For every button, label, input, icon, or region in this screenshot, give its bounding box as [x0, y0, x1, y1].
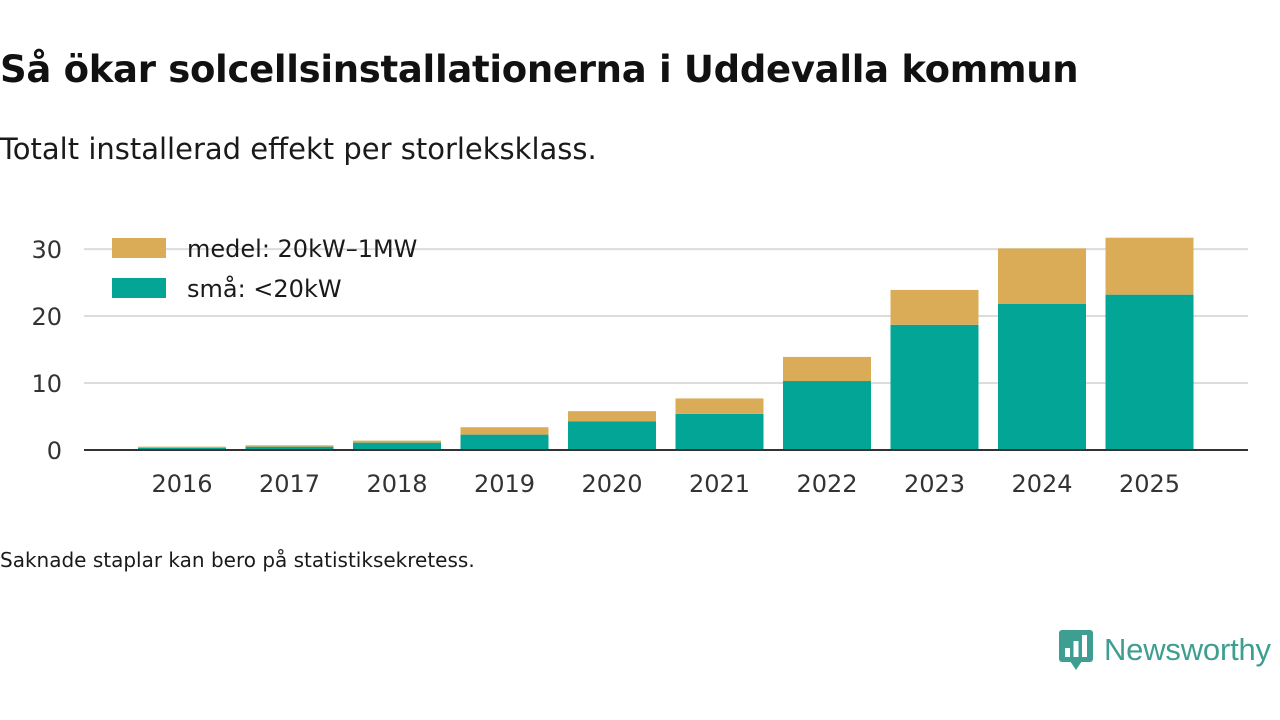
- bar-medel-2022: [783, 356, 871, 382]
- newsworthy-logo-icon: [1059, 630, 1093, 670]
- bar-chart: 0 10 20 30 2016 2017 2018 2019 2020 2021 2022 2023 2…: [31, 235, 1248, 498]
- bar-medel-2020: [568, 411, 656, 422]
- bar-medel-2023: [890, 289, 979, 325]
- y-tick-label-0: 0: [47, 437, 62, 465]
- x-tick-label-2019: 2019: [474, 470, 535, 498]
- x-tick-label-2023: 2023: [904, 470, 965, 498]
- axes: 0 10 20 30 2016 2017 2018 2019 2020 2021 2022 2023 2…: [31, 236, 1248, 498]
- bar-medel-2025: [1105, 237, 1194, 295]
- x-tick-label-2018: 2018: [366, 470, 427, 498]
- bar-medel-2024: [998, 248, 1086, 305]
- brand[interactable]: Newsworthy: [1058, 628, 1271, 672]
- x-tick-label-2022: 2022: [796, 470, 857, 498]
- bar-sma-2021: [675, 413, 764, 450]
- bars: [138, 237, 1194, 450]
- footnote: Saknade staplar kan bero på statistiksek…: [0, 548, 475, 572]
- legend-label-medel: medel: 20kW–1MW: [187, 235, 417, 263]
- bar-medel-2016: [138, 446, 226, 448]
- bar-medel-2021: [675, 398, 764, 414]
- bar-sma-2019: [460, 434, 549, 450]
- chart-subtitle: Totalt installerad effekt per storlekskl…: [0, 132, 597, 166]
- x-tick-label-2025: 2025: [1119, 470, 1180, 498]
- x-tick-label-2016: 2016: [151, 470, 212, 498]
- bar-medel-2017: [245, 445, 334, 447]
- legend-swatch-sma: [112, 278, 166, 298]
- bar-sma-2022: [783, 381, 871, 450]
- x-tick-label-2017: 2017: [259, 470, 320, 498]
- x-tick-label-2020: 2020: [581, 470, 642, 498]
- bar-medel-2018: [353, 440, 441, 443]
- bar-sma-2018: [353, 442, 441, 450]
- brand-name: Newsworthy: [1104, 632, 1271, 667]
- bar-sma-2024: [998, 304, 1086, 450]
- chart-title: Så ökar solcellsinstallationerna i Uddev…: [0, 48, 1079, 91]
- legend-swatch-medel: [112, 238, 166, 258]
- bar-sma-2020: [568, 421, 656, 450]
- legend: medel: 20kW–1MW små: <20kW: [112, 235, 417, 303]
- legend-label-sma: små: <20kW: [187, 274, 342, 303]
- bar-sma-2016: [138, 447, 226, 450]
- x-tick-label-2021: 2021: [689, 470, 750, 498]
- y-tick-label-10: 10: [31, 370, 62, 398]
- bar-sma-2025: [1105, 294, 1194, 450]
- y-tick-label-20: 20: [31, 303, 62, 331]
- bar-sma-2023: [890, 324, 979, 450]
- y-tick-label-30: 30: [31, 236, 62, 264]
- bar-sma-2017: [245, 446, 334, 450]
- x-tick-label-2024: 2024: [1011, 470, 1072, 498]
- bar-medel-2019: [460, 427, 549, 435]
